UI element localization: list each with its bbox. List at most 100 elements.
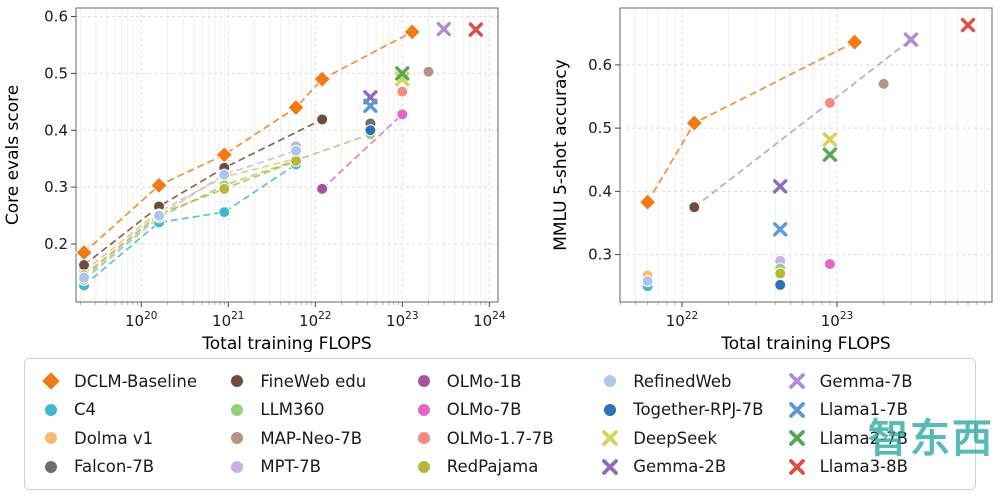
- fineweb-edu-marker-icon: [230, 374, 245, 389]
- y-tick-label: 0.2: [44, 235, 68, 253]
- legend-item-llm360: LLM360: [225, 400, 411, 420]
- legend-label: Gemma-2B: [633, 457, 727, 477]
- legend-item-mpt-7b: MPT-7B: [225, 457, 411, 477]
- series-c4: [78, 158, 302, 292]
- legend-label: Together-RPJ-7B: [633, 400, 764, 420]
- refinedweb-marker-icon: [603, 374, 618, 389]
- series-together-rpj-7b: [364, 124, 377, 137]
- series-llama2-7b: [822, 147, 838, 162]
- x-axis: 1022 1023 Total training FLOPS: [666, 302, 891, 352]
- legend-label: Gemma-7B: [819, 371, 913, 391]
- y-tick-label: 0.3: [44, 178, 68, 196]
- series-llama3-8b: [960, 17, 976, 33]
- map-neo-7b-marker-icon: [230, 431, 245, 446]
- legend-item-olmo-1-7-7b: OLMo-1.7-7B: [412, 428, 598, 448]
- x-axis-label: Total training FLOPS: [201, 334, 371, 352]
- legend-label: DeepSeek: [633, 428, 718, 448]
- legend-label: RedPajama: [446, 457, 539, 477]
- series-dclm-baseline: [638, 33, 864, 211]
- series-fineweb-edu: [688, 201, 701, 214]
- falcon-7b-marker-icon: [44, 459, 58, 474]
- mpt-7b-marker-icon: [230, 459, 245, 474]
- together-rpj-7b-marker-icon: [603, 402, 618, 417]
- x-tick-label: 1022: [666, 310, 698, 330]
- llama1-7b-marker-icon: [788, 401, 805, 418]
- legend-item-gemma-2b: Gemma-2B: [598, 457, 784, 477]
- series-olmo-1b: [316, 182, 329, 195]
- legend-label: MPT-7B: [260, 457, 321, 477]
- legend-item-gemma-7b: Gemma-7B: [785, 371, 971, 391]
- legend-label: RefinedWeb: [633, 371, 732, 391]
- series-gemma-2b: [772, 179, 788, 194]
- legend-item-dclm-baseline: DCLM-Baseline: [39, 371, 225, 392]
- series-llama1-7b: [363, 98, 378, 114]
- x-tick-label: 1024: [473, 310, 505, 330]
- series-gemma-7b: [903, 32, 919, 47]
- legend-label: DCLM-Baseline: [74, 371, 197, 391]
- series-olmo-7b: [396, 108, 409, 121]
- legend-label: Llama2-7B: [819, 428, 908, 448]
- olmo-1b-marker-icon: [416, 374, 431, 389]
- y-axis-label: MMLU 5-shot accuracy: [552, 59, 571, 251]
- series-olmo-7b: [823, 258, 836, 271]
- legend-item-olmo-1b: OLMo-1B: [412, 371, 598, 391]
- series-llama2-7b: [395, 66, 410, 81]
- legend-item-llama3-8b: Llama3-8B: [785, 457, 971, 477]
- legend-item-dolma-v1: Dolma v1: [39, 428, 225, 448]
- series-olmo-1-7-7b: [823, 96, 836, 109]
- legend-item-olmo-7b: OLMo-7B: [412, 400, 598, 420]
- legend-item-redpajama: RedPajama: [412, 457, 598, 477]
- series-llama3-8b: [468, 22, 484, 37]
- olmo-7b-marker-icon: [416, 402, 431, 417]
- series-olmo-1-7-7b: [396, 85, 409, 98]
- legend-label: OLMo-1.7-7B: [446, 428, 554, 448]
- x-tick-label: 1023: [821, 310, 853, 330]
- series-llama1-7b: [772, 222, 788, 237]
- series-lines: [83, 31, 413, 287]
- llama3-8b-marker-icon: [788, 458, 805, 475]
- legend-label: LLM360: [260, 400, 325, 420]
- plot-frame: [75, 7, 499, 303]
- legend-item-llama1-7b: Llama1-7B: [785, 400, 971, 420]
- core-evals-chart: 1020 1021 1022 1023 1024 Total training FLOPS…: [3, 7, 505, 352]
- dclm-baseline-marker-icon: [40, 371, 62, 392]
- legend: DCLM-Baseline C4 Dolma v1 Falcon-7B FineWeb …: [24, 358, 976, 490]
- deepseek-marker-icon: [602, 430, 619, 447]
- legend-label: Dolma v1: [74, 428, 154, 448]
- gemma-7b-marker-icon: [788, 373, 805, 390]
- grid: [76, 8, 498, 305]
- legend-item-llama2-7b: Llama2-7B: [785, 428, 971, 448]
- legend-label: OLMo-1B: [446, 371, 522, 391]
- x-tick-label: 1022: [299, 310, 331, 330]
- y-axis: 0.2 0.3 0.4 0.5 0.6 Core evals score: [3, 8, 76, 253]
- y-axis-label: Core evals score: [3, 85, 23, 225]
- series-redpajama: [774, 267, 787, 280]
- legend-label: Falcon-7B: [74, 457, 155, 477]
- y-tick-label: 0.5: [588, 119, 612, 137]
- series-refinedweb: [641, 275, 654, 288]
- x-tick-label: 1020: [125, 310, 157, 330]
- legend-label: Llama1-7B: [819, 400, 908, 420]
- x-tick-label: 1023: [386, 310, 418, 330]
- legend-item-falcon-7b: Falcon-7B: [39, 457, 225, 477]
- legend-label: MAP-Neo-7B: [260, 428, 363, 448]
- series-deepseek: [822, 132, 838, 147]
- series-map-neo-7b: [877, 77, 890, 90]
- legend-item-together-rpj-7b: Together-RPJ-7B: [598, 400, 784, 420]
- llama2-7b-marker-icon: [788, 430, 805, 447]
- dolma-v1-marker-icon: [44, 431, 58, 446]
- series-dclm-baseline: [75, 23, 422, 262]
- y-tick-label: 0.6: [588, 56, 612, 74]
- gemma-2b-marker-icon: [602, 458, 619, 475]
- legend-label: FineWeb edu: [260, 371, 367, 391]
- legend-item-refinedweb: RefinedWeb: [598, 371, 784, 391]
- series-map-neo-7b: [422, 65, 435, 78]
- grid: [619, 8, 992, 305]
- x-tick-label: 1021: [212, 310, 244, 330]
- series-fineweb-edu: [78, 113, 329, 272]
- y-axis: 0.3 0.4 0.5 0.6 MMLU 5-shot accuracy: [552, 56, 620, 264]
- olmo-1-7-7b-marker-icon: [416, 431, 431, 446]
- plot-frame: [619, 7, 993, 303]
- legend-label: OLMo-7B: [446, 400, 522, 420]
- mmlu-chart: 1022 1023 Total training FLOPS 0.3 0.4 0.5 0.6…: [552, 7, 993, 352]
